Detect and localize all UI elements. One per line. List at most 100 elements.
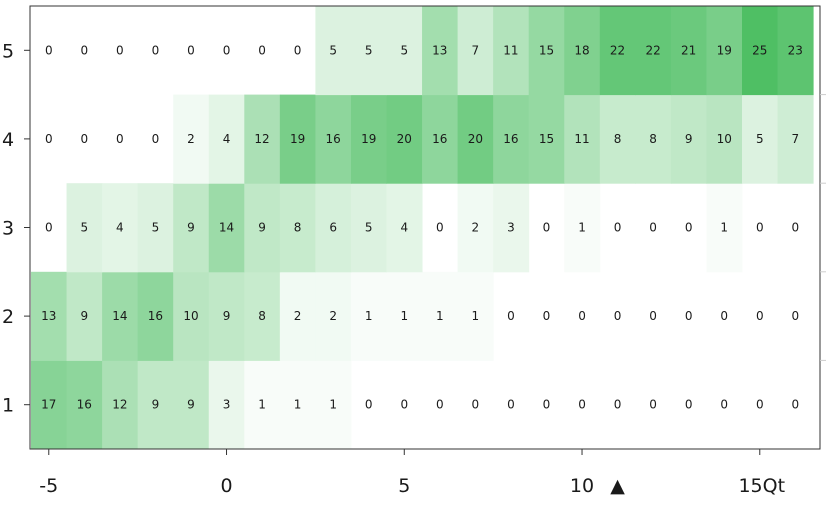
heatmap-cell <box>66 183 103 273</box>
heatmap-cell <box>350 94 387 184</box>
heatmap-cell <box>350 6 387 96</box>
heatmap-cell <box>350 271 387 361</box>
heatmap-cell <box>315 271 352 361</box>
cell-value-label: 0 <box>116 43 124 57</box>
cell-value-label: 4 <box>400 221 408 235</box>
x-axis: -5 0 5 10 15Qt <box>39 449 785 497</box>
cell-value-label: 1 <box>258 398 266 412</box>
cell-value-label: 14 <box>112 309 127 323</box>
heatmap-cell <box>670 94 707 184</box>
cell-value-label: 22 <box>610 43 625 57</box>
cell-value-label: 0 <box>81 132 89 146</box>
cell-value-label: 0 <box>685 309 693 323</box>
cell-value-label: 1 <box>578 221 586 235</box>
heatmap-cell <box>208 183 245 273</box>
heatmap-value-labels: 17 16 12 9 9 3 1 1 1 0 0 0 0 0 0 0 0 0 0 0 0 013 9 14 16 10 9 8 2 2 1 1… <box>41 43 803 411</box>
cell-value-label: 0 <box>507 398 515 412</box>
cell-value-label: 1 <box>365 309 373 323</box>
heatmap-cell <box>137 360 174 450</box>
heatmap-cell <box>422 94 459 184</box>
heatmap-cell <box>457 6 494 96</box>
cell-value-label: 8 <box>649 132 657 146</box>
cell-value-label: 7 <box>472 43 480 57</box>
cell-value-label: 0 <box>223 43 231 57</box>
cell-value-label: 15 <box>539 43 554 57</box>
y-tick-label: 5 <box>2 40 14 62</box>
cell-value-label: 0 <box>685 221 693 235</box>
heatmap-cell <box>528 94 565 184</box>
cell-value-label: 1 <box>436 309 444 323</box>
heatmap-cell <box>173 271 210 361</box>
heatmap-cell <box>777 94 814 184</box>
cell-value-label: 15 <box>539 132 554 146</box>
cell-value-label: 11 <box>574 132 589 146</box>
cell-value-label: 0 <box>294 43 302 57</box>
heatmap-cell <box>66 360 103 450</box>
heatmap-cell <box>279 360 316 450</box>
heatmap-cell <box>777 6 814 96</box>
heatmap-cell <box>635 6 672 96</box>
cell-value-label: 16 <box>148 309 163 323</box>
cell-value-label: 0 <box>543 309 551 323</box>
cell-value-label: 12 <box>112 398 127 412</box>
cell-value-label: 0 <box>685 398 693 412</box>
y-tick-label: 2 <box>2 306 14 328</box>
cell-value-label: 0 <box>258 43 266 57</box>
y-tick-label: 4 <box>2 129 14 151</box>
cell-value-label: 0 <box>614 221 622 235</box>
cell-value-label: 0 <box>436 221 444 235</box>
cell-value-label: 0 <box>152 132 160 146</box>
cell-value-label: 9 <box>258 221 266 235</box>
x-tick-label: 5 <box>398 475 410 497</box>
cell-value-label: 16 <box>77 398 92 412</box>
heatmap-cell <box>173 360 210 450</box>
cell-value-label: 0 <box>792 309 800 323</box>
cell-value-label: 0 <box>578 309 586 323</box>
cell-value-label: 0 <box>436 398 444 412</box>
cell-value-label: 5 <box>756 132 764 146</box>
heatmap-cell <box>564 94 601 184</box>
cell-value-label: 0 <box>649 309 657 323</box>
cell-value-label: 1 <box>329 398 337 412</box>
cell-value-label: 0 <box>187 43 195 57</box>
heatmap-cells <box>31 6 814 450</box>
cell-value-label: 12 <box>254 132 269 146</box>
cell-value-label: 22 <box>645 43 660 57</box>
y-tick-label: 3 <box>2 218 14 240</box>
cell-value-label: 8 <box>258 309 266 323</box>
cell-value-label: 13 <box>432 43 447 57</box>
heatmap-cell <box>315 6 352 96</box>
cell-value-label: 1 <box>294 398 302 412</box>
cell-value-label: 8 <box>294 221 302 235</box>
cell-value-label: 0 <box>578 398 586 412</box>
cell-value-label: 7 <box>792 132 800 146</box>
cell-value-label: 1 <box>720 221 728 235</box>
cell-value-label: 21 <box>681 43 696 57</box>
triangle-marker-icon: ▲ <box>610 475 625 497</box>
heatmap-cell <box>386 94 423 184</box>
cell-value-label: 4 <box>116 221 124 235</box>
cell-value-label: 0 <box>400 398 408 412</box>
heatmap-cell <box>457 94 494 184</box>
cell-value-label: 16 <box>503 132 518 146</box>
cell-value-label: 1 <box>472 309 480 323</box>
cell-value-label: 0 <box>81 43 89 57</box>
heatmap-cell <box>279 271 316 361</box>
cell-value-label: 3 <box>223 398 231 412</box>
heatmap-cell <box>742 94 779 184</box>
cell-value-label: 0 <box>792 398 800 412</box>
cell-value-label: 10 <box>183 309 198 323</box>
x-tick-label: -5 <box>39 475 58 497</box>
heatmap-cell <box>457 271 494 361</box>
cell-value-label: 16 <box>432 132 447 146</box>
cell-value-label: 5 <box>152 221 160 235</box>
cell-value-label: 0 <box>45 132 53 146</box>
heatmap-cell <box>635 94 672 184</box>
heatmap-cell <box>102 183 139 273</box>
cell-value-label: 3 <box>507 221 515 235</box>
y-tick-label: 1 <box>2 395 14 417</box>
cell-value-label: 11 <box>503 43 518 57</box>
heatmap-cell <box>279 183 316 273</box>
cell-value-label: 9 <box>187 221 195 235</box>
